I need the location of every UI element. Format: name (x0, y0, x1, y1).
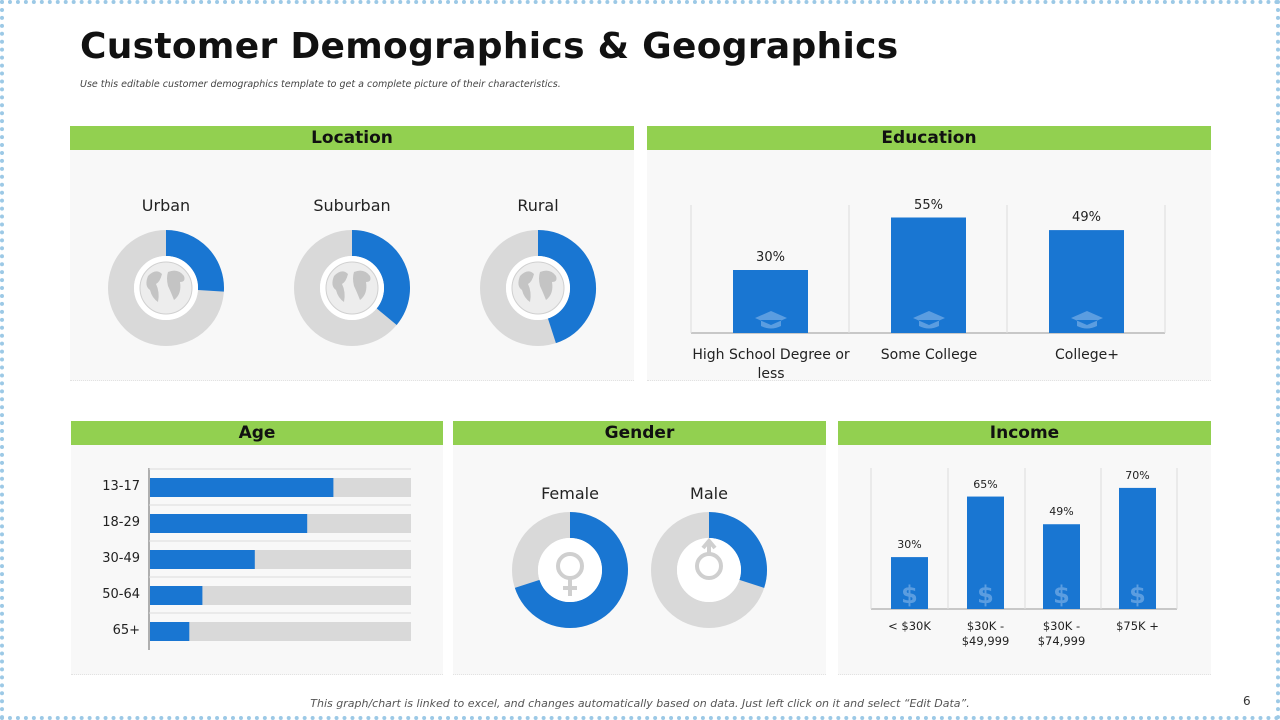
education-value-label: 55% (914, 197, 943, 213)
dollar-icon: $ (1129, 581, 1146, 609)
income-value-label: 65% (973, 477, 998, 491)
donut-segment (537, 230, 596, 344)
age-bar (150, 514, 308, 533)
income-header: Income (838, 421, 1211, 445)
donut-segment (514, 512, 628, 628)
age-bar (150, 622, 190, 641)
income-category-label: < $30K (888, 619, 931, 633)
dollar-icon: $ (977, 581, 994, 609)
globe-icon (139, 261, 193, 315)
gender-category-label: Female (541, 484, 599, 503)
education-bar (733, 270, 808, 333)
age-bar-track (150, 586, 411, 605)
education-category-label: Some College (880, 347, 978, 363)
age-bar (150, 586, 203, 605)
income-category-label: $30K - $49,999 (961, 619, 1010, 648)
globe-icon (511, 261, 565, 315)
income-category-label: $30K - $74,999 (1037, 619, 1086, 648)
income-bar (1119, 487, 1156, 609)
location-category-label: Suburban (313, 196, 391, 215)
income-value-label: 49% (1049, 505, 1074, 519)
footer-note: This graph/chart is linked to excel, and… (310, 697, 970, 710)
graduation-cap-icon (755, 311, 787, 329)
gender-category-label: Male (690, 484, 728, 503)
graduation-cap-icon (913, 311, 945, 329)
education-header: Education (647, 126, 1211, 150)
income-bar (891, 557, 928, 609)
age-category-label: 50-64 (102, 587, 140, 602)
donut-segment (165, 230, 224, 292)
education-value-label: 30% (756, 250, 785, 265)
dollar-icon: $ (901, 581, 918, 609)
education-category-label: High School Degree or less (692, 347, 850, 382)
age-header: Age (71, 421, 443, 445)
donut-hole (677, 538, 741, 602)
income-value-label: 30% (897, 538, 922, 552)
income-value-label: 70% (1125, 468, 1150, 482)
age-category-label: 65+ (112, 623, 140, 638)
donut-hole (538, 538, 602, 602)
graduation-cap-icon (1071, 311, 1103, 329)
dollar-icon: $ (1053, 581, 1070, 609)
age-category-label: 30-49 (102, 551, 140, 566)
education-category-label: College+ (1055, 347, 1119, 363)
donut-segment (351, 230, 410, 325)
male-icon (695, 537, 723, 580)
education-value-label: 49% (1072, 210, 1101, 226)
income-bar (967, 496, 1004, 609)
globe-icon (325, 261, 379, 315)
age-bar-track (150, 622, 411, 641)
page-number: 6 (1243, 694, 1251, 708)
page-subtitle: Use this editable customer demographics … (80, 79, 561, 90)
gender-header: Gender (453, 421, 826, 445)
income-category-label: $75K + (1116, 619, 1159, 633)
location-header: Location (70, 126, 634, 150)
location-category-label: Urban (141, 196, 191, 215)
location-category-label: Rural (517, 196, 559, 215)
income-bar (1043, 524, 1080, 609)
age-bar (150, 550, 255, 569)
page-title: Customer Demographics & Geographics (80, 26, 899, 67)
age-bar (150, 478, 334, 497)
donut-segment (708, 512, 767, 588)
female-icon (556, 552, 584, 596)
age-category-label: 13-17 (102, 479, 140, 494)
age-category-label: 18-29 (102, 515, 140, 530)
